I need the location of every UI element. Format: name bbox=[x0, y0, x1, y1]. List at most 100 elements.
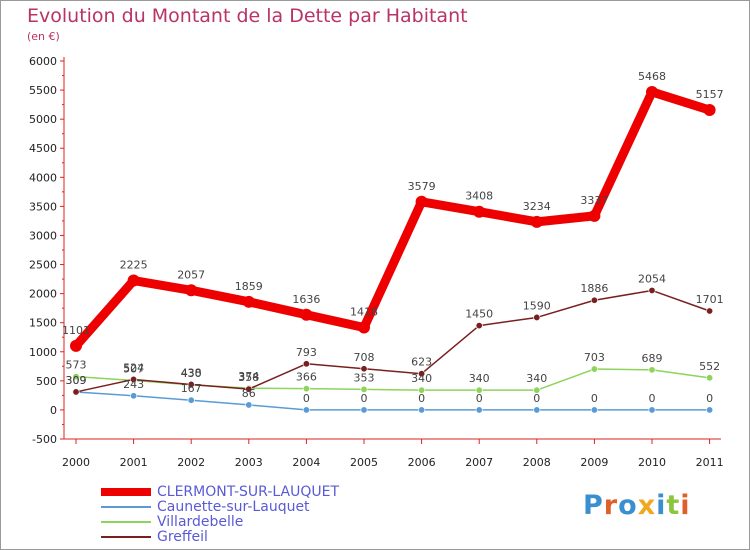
data-point bbox=[475, 322, 483, 330]
y-tick-label: 5500 bbox=[29, 84, 57, 97]
data-point bbox=[242, 295, 255, 308]
y-tick-label: 6000 bbox=[29, 55, 57, 68]
series-line-3 bbox=[75, 289, 711, 393]
y-tick-label: 4500 bbox=[29, 142, 57, 155]
data-label: 3234 bbox=[523, 200, 551, 213]
data-label: 623 bbox=[411, 356, 432, 369]
data-point bbox=[302, 406, 310, 414]
data-point bbox=[475, 386, 483, 394]
data-label: 2057 bbox=[177, 268, 205, 281]
legend-label: CLERMONT-SUR-LAUQUET bbox=[157, 484, 339, 500]
proxiti-logo: Proxiti bbox=[583, 490, 691, 521]
legend-swatch bbox=[101, 521, 151, 523]
data-point bbox=[418, 370, 426, 378]
data-point bbox=[360, 406, 368, 414]
data-point bbox=[473, 205, 486, 218]
data-label: 1859 bbox=[235, 280, 263, 293]
data-point bbox=[127, 274, 140, 287]
data-point bbox=[418, 386, 426, 394]
y-tick-label: 2500 bbox=[29, 259, 57, 272]
data-point bbox=[588, 209, 601, 222]
data-point bbox=[360, 365, 368, 373]
data-point bbox=[648, 366, 656, 374]
x-tick-label: 2009 bbox=[580, 456, 608, 469]
data-label: 703 bbox=[584, 351, 605, 364]
data-label: 0 bbox=[476, 392, 483, 405]
data-label: 430 bbox=[181, 367, 202, 380]
x-tick-label: 2003 bbox=[235, 456, 263, 469]
data-label: 2225 bbox=[120, 259, 148, 272]
data-label: 0 bbox=[361, 392, 368, 405]
data-label: 366 bbox=[296, 371, 317, 384]
series-line-1 bbox=[75, 391, 711, 411]
data-label: 0 bbox=[706, 392, 713, 405]
x-tick-label: 2008 bbox=[523, 456, 551, 469]
data-point bbox=[706, 406, 714, 414]
data-point bbox=[418, 406, 426, 414]
data-point bbox=[530, 215, 543, 228]
data-label: 1418 bbox=[350, 305, 378, 318]
y-tick-label: 500 bbox=[36, 375, 57, 388]
logo-letter: o bbox=[618, 490, 638, 521]
data-label: 1701 bbox=[696, 293, 724, 306]
y-tick-label: 2000 bbox=[29, 288, 57, 301]
x-tick-label: 2007 bbox=[465, 456, 493, 469]
legend-label: Villardebelle bbox=[157, 514, 244, 530]
data-label: 5157 bbox=[696, 88, 724, 101]
data-label: 243 bbox=[123, 378, 144, 391]
x-tick-label: 2000 bbox=[62, 456, 90, 469]
y-tick-label: 0 bbox=[50, 404, 57, 417]
logo-letter: i bbox=[656, 490, 667, 521]
legend-swatch bbox=[101, 506, 151, 508]
logo-letter: P bbox=[583, 490, 604, 521]
data-point bbox=[706, 374, 714, 382]
data-point bbox=[648, 406, 656, 414]
data-label: 0 bbox=[303, 392, 310, 405]
legend-swatch bbox=[101, 488, 151, 496]
data-label: 5468 bbox=[638, 70, 666, 83]
y-tick-label: 1000 bbox=[29, 346, 57, 359]
y-tick-label: 3500 bbox=[29, 200, 57, 213]
data-label: 689 bbox=[642, 352, 663, 365]
data-point bbox=[130, 392, 138, 400]
logo-letter: i bbox=[680, 490, 691, 521]
data-label: 340 bbox=[526, 372, 547, 385]
data-point bbox=[302, 385, 310, 393]
data-point bbox=[706, 307, 714, 315]
data-point bbox=[300, 308, 313, 321]
x-tick-label: 2006 bbox=[408, 456, 436, 469]
chart-title: Evolution du Montant de la Dette par Hab… bbox=[27, 5, 468, 27]
logo-letter: x bbox=[637, 490, 657, 521]
data-point bbox=[475, 406, 483, 414]
data-label: 708 bbox=[354, 351, 375, 364]
data-label: 167 bbox=[181, 382, 202, 395]
data-point bbox=[187, 396, 195, 404]
data-label: 1886 bbox=[580, 282, 608, 295]
data-label: 86 bbox=[242, 387, 256, 400]
data-point bbox=[245, 401, 253, 409]
y-tick-label: 4000 bbox=[29, 171, 57, 184]
data-label: 438 bbox=[181, 366, 202, 379]
data-point bbox=[648, 286, 656, 294]
data-point bbox=[533, 386, 541, 394]
data-label: 1101 bbox=[62, 324, 90, 337]
legend-label: Greffeil bbox=[157, 529, 208, 545]
data-label: 340 bbox=[411, 372, 432, 385]
data-label: 309 bbox=[66, 374, 87, 387]
data-point bbox=[533, 406, 541, 414]
data-label: 1590 bbox=[523, 299, 551, 312]
series-line-2 bbox=[75, 368, 711, 391]
data-point bbox=[590, 406, 598, 414]
data-point bbox=[187, 380, 195, 388]
x-tick-label: 2002 bbox=[177, 456, 205, 469]
chart-subtitle: (en €) bbox=[27, 30, 60, 43]
data-point bbox=[646, 85, 658, 98]
x-tick-label: 2004 bbox=[292, 456, 320, 469]
data-label: 374 bbox=[238, 370, 259, 383]
data-label: 1450 bbox=[465, 308, 493, 321]
data-label: 0 bbox=[418, 392, 425, 405]
data-point bbox=[185, 284, 198, 297]
y-tick-label: 1500 bbox=[29, 317, 57, 330]
